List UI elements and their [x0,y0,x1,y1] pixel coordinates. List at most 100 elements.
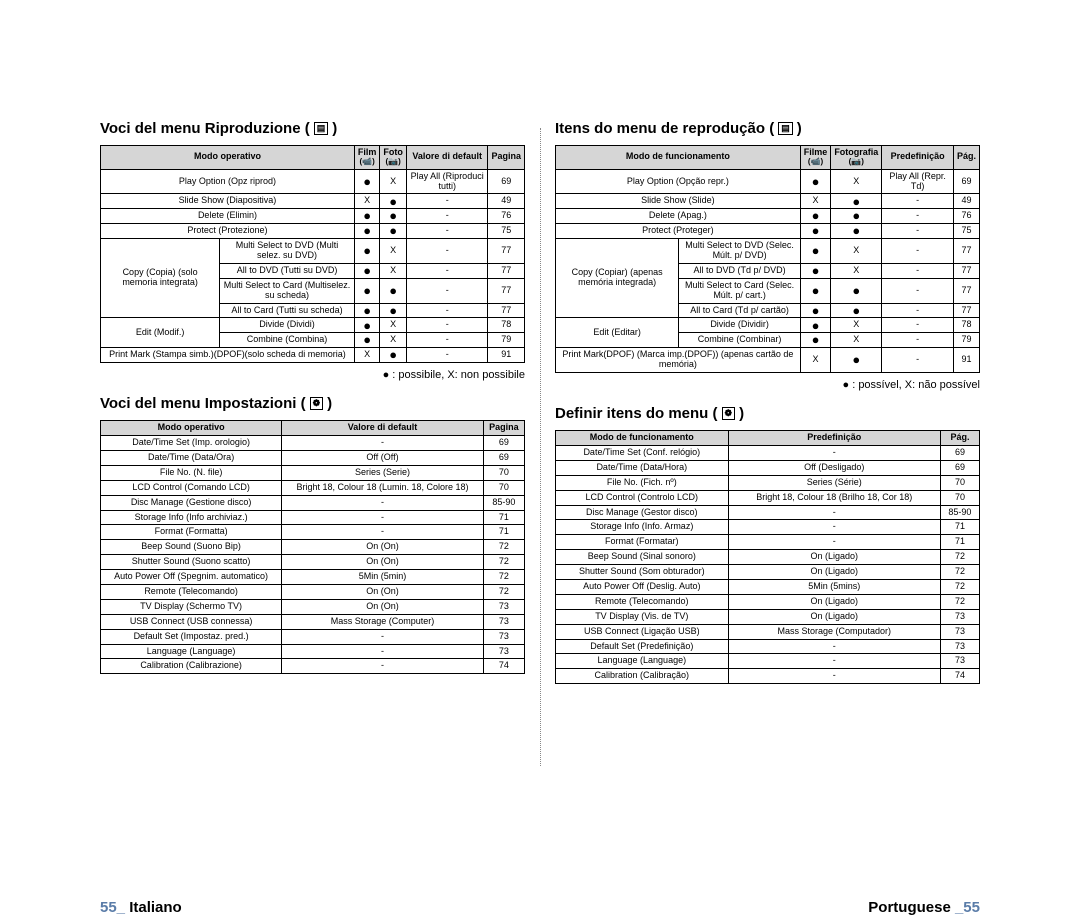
table-row: Disc Manage (Gestione disco) - 85-90 [101,495,525,510]
cell: Format (Formatar) [556,535,729,550]
cell: 74 [940,669,979,684]
cell: LCD Control (Controlo LCD) [556,490,729,505]
table-row: Play Option (Opz riprod) ● X Play All (R… [101,169,525,194]
cell: ● [831,303,882,318]
table-row: Edit (Modif.)Divide (Dividi) ● X - 78 [101,318,525,333]
left-legend: ● : possibile, X: non possibile [100,369,525,381]
cell: Storage Info (Info. Armaz) [556,520,729,535]
cell: 73 [483,599,524,614]
cell: ● [354,278,380,303]
cell: 49 [953,194,979,209]
cell: Delete (Elimin) [101,209,355,224]
cell: 71 [940,520,979,535]
cell: - [728,669,940,684]
cell: 72 [483,584,524,599]
cell: ● [800,169,831,194]
table-row: TV Display (Schermo TV) On (On) 73 [101,599,525,614]
cell: Calibration (Calibração) [556,669,729,684]
cell: 73 [483,644,524,659]
cell: ● [380,209,407,224]
cell: 72 [483,570,524,585]
cell: ● [380,224,407,239]
cell: Date/Time Set (Imp. orologio) [101,436,282,451]
cell: 74 [483,659,524,674]
cell: - [282,629,484,644]
cell: ● [800,303,831,318]
cell: 71 [483,525,524,540]
cell: Combine (Combina) [220,333,355,348]
cell: 69 [483,436,524,451]
cell: 77 [488,263,525,278]
table-row: Slide Show (Slide) X ● - 49 [556,194,980,209]
cell: USB Connect (USB connessa) [101,614,282,629]
cell: ● [354,333,380,348]
cell: ● [354,318,380,333]
cell: 70 [483,465,524,480]
cell: On (On) [282,555,484,570]
left-heading-1: Voci del menu Riproduzione ( ▤ ) [100,120,525,137]
cell: On (Ligado) [728,550,940,565]
cell: Calibration (Calibrazione) [101,659,282,674]
cell: All to DVD (Td p/ DVD) [679,263,800,278]
th: Pág. [940,431,979,446]
cell: 75 [953,224,979,239]
cell: Multi Select to DVD (Multi selez. su DVD… [220,239,355,264]
cell: 69 [488,169,525,194]
cell: - [882,318,954,333]
cell: Slide Show (Diapositiva) [101,194,355,209]
table-row: Storage Info (Info archiviaz.) - 71 [101,510,525,525]
table-row: Copy (Copia) (solo memoria integrata)Mul… [101,239,525,264]
table-row: Print Mark(DPOF) (Marca imp.(DPOF)) (ape… [556,348,980,373]
cell: Series (Série) [728,475,940,490]
cell: 79 [488,333,525,348]
cell: 73 [483,614,524,629]
table-row: File No. (Fich. nº) Series (Série) 70 [556,475,980,490]
cell: - [406,263,488,278]
cell: X [831,333,882,348]
table-row: Storage Info (Info. Armaz) - 71 [556,520,980,535]
left-heading-2: Voci del menu Impostazioni ( ❁ ) [100,395,525,412]
cell: ● [380,278,407,303]
cell: - [728,505,940,520]
th: Modo operativo [101,421,282,436]
cell: ● [354,209,380,224]
th-foto: Fotografia(📷) [831,146,882,170]
cell: 77 [488,303,525,318]
cell: - [882,224,954,239]
cell: 5Min (5mins) [728,579,940,594]
th-film: Film(📹) [354,146,380,170]
cell: ● [354,169,380,194]
cell: File No. (N. file) [101,465,282,480]
cell: Remote (Telecomando) [556,594,729,609]
cell: Date/Time (Data/Hora) [556,460,729,475]
cell: - [728,639,940,654]
table-row: Shutter Sound (Suono scatto) On (On) 72 [101,555,525,570]
cell: Multi Select to Card (Multiselez. su sch… [220,278,355,303]
cell: 75 [488,224,525,239]
cell: On (On) [282,540,484,555]
cell: 85-90 [940,505,979,520]
cell: 77 [953,303,979,318]
cell: 76 [488,209,525,224]
cell: 77 [953,278,979,303]
heading-close: ) [739,405,744,422]
list-icon: ▤ [778,122,793,135]
cell: X [380,169,407,194]
cell: 76 [953,209,979,224]
cell: Copy (Copia) (solo memoria integrata) [101,239,220,318]
cell: - [282,659,484,674]
cell: USB Connect (Ligação USB) [556,624,729,639]
cell: Disc Manage (Gestione disco) [101,495,282,510]
cell: 78 [953,318,979,333]
table-row: Default Set (Predefinição) - 73 [556,639,980,654]
page-number: _55 [955,899,980,916]
cell: ● [800,224,831,239]
cell: ● [354,263,380,278]
cell: Language (Language) [556,654,729,669]
cell: 70 [940,490,979,505]
cell: Auto Power Off (Deslig. Auto) [556,579,729,594]
cell: TV Display (Vis. de TV) [556,609,729,624]
heading-text: Voci del menu Riproduzione ( [100,120,310,137]
th-page: Pagina [488,146,525,170]
cell: - [882,239,954,264]
